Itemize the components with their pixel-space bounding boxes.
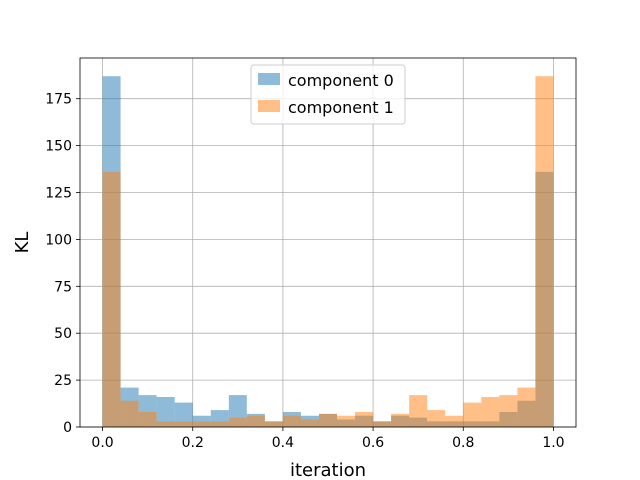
bar-component-1-bin-13 [337, 415, 356, 427]
x-tick-label: 0.8 [452, 435, 474, 451]
x-tick-label: 0.4 [272, 435, 294, 451]
legend-label-component-1: component 1 [288, 98, 394, 117]
x-tick-label: 1.0 [542, 435, 564, 451]
bar-component-1-bin-21 [481, 396, 500, 427]
y-tick-label: 50 [54, 326, 72, 342]
bar-component-1-bin-18 [427, 410, 446, 427]
y-tick-label: 75 [54, 279, 72, 295]
bar-component-1-bin-14 [355, 411, 374, 427]
bar-component-0-bin-4 [174, 402, 193, 427]
bar-component-1-bin-16 [391, 413, 410, 427]
bar-component-1-bin-0 [102, 171, 121, 427]
legend-swatch-component-1 [258, 100, 280, 112]
bar-component-1-bin-11 [300, 419, 319, 427]
bar-component-1-bin-22 [499, 395, 518, 427]
bar-component-0-bin-3 [156, 396, 175, 427]
bar-component-1-bin-24 [535, 76, 554, 427]
bar-component-1-bin-5 [192, 421, 211, 427]
bar-component-1-bin-12 [318, 413, 338, 427]
y-axis-label: KL [12, 232, 33, 254]
bar-component-1-bin-3 [156, 421, 175, 427]
y-tick-label: 150 [45, 139, 72, 155]
y-tick-label: 25 [54, 373, 72, 389]
legend-label-component-0: component 0 [288, 71, 394, 90]
bar-component-1-bin-19 [445, 415, 464, 427]
histogram-bars [102, 76, 554, 427]
x-axis-label: iteration [290, 460, 366, 480]
legend-swatch-component-0 [258, 73, 280, 85]
x-tick-label: 0.6 [362, 435, 384, 451]
bar-component-1-bin-7 [228, 417, 247, 427]
y-tick-label: 175 [45, 92, 72, 108]
y-tick-label: 125 [45, 186, 72, 202]
bar-component-1-bin-8 [246, 415, 265, 427]
x-axis-ticks: 0.0 0.2 0.4 0.6 0.8 1.0 [91, 427, 565, 451]
legend: component 0 component 1 [250, 64, 406, 125]
bar-component-1-bin-6 [210, 421, 229, 427]
bar-component-1-bin-10 [282, 415, 301, 427]
legend-box [250, 64, 406, 125]
bar-component-1-bin-1 [120, 400, 139, 427]
y-tick-label: 0 [63, 420, 72, 436]
bar-component-1-bin-17 [409, 395, 428, 427]
axes-frame [79, 57, 577, 428]
bar-component-1-bin-20 [463, 402, 482, 427]
x-tick-label: 0.2 [182, 435, 204, 451]
bar-component-1-bin-15 [373, 421, 392, 427]
y-axis-ticks: 0 25 50 75 100 125 150 175 [45, 92, 80, 436]
y-tick-label: 100 [45, 232, 72, 248]
bar-component-1-bin-9 [264, 421, 283, 427]
bar-component-1-bin-4 [174, 421, 193, 427]
bar-component-1-bin-2 [138, 411, 157, 427]
bar-component-1-bin-23 [517, 387, 536, 427]
x-tick-label: 0.0 [91, 435, 113, 451]
